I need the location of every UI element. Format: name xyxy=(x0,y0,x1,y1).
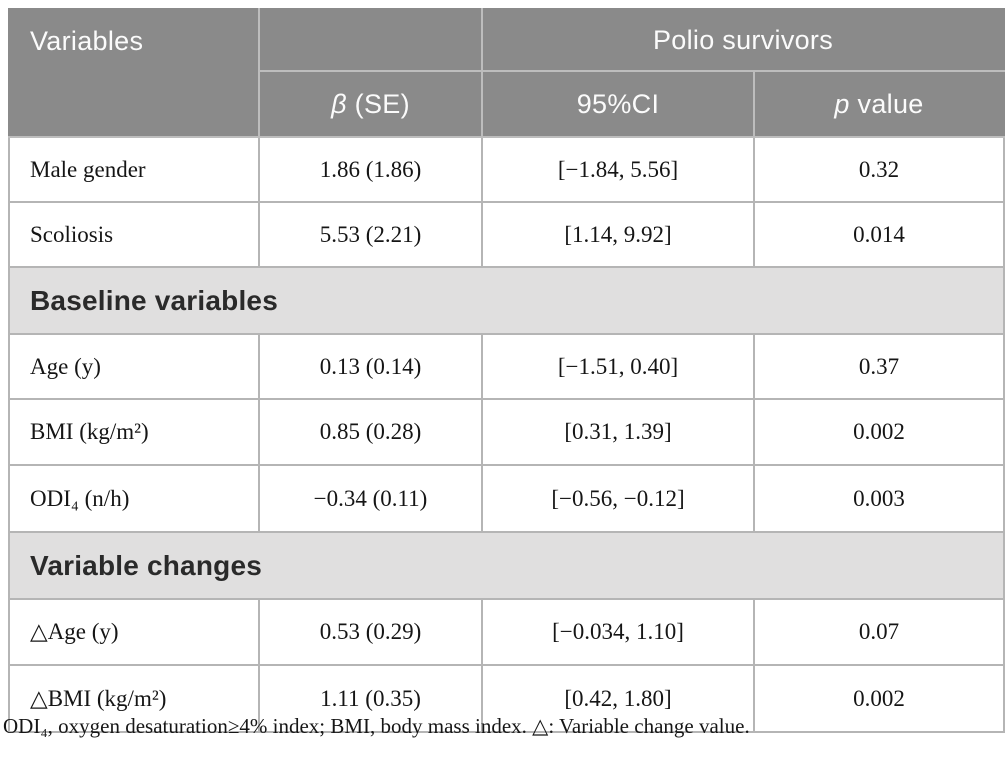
row-label: ODI₄ (n/h) xyxy=(8,464,260,533)
section-row-baseline-variables: Baseline variables xyxy=(8,266,1005,335)
beta-se-value: 0.85 (0.28) xyxy=(258,398,483,466)
beta-se-value: 0.53 (0.29) xyxy=(258,598,483,666)
section-row-variable-changes: Variable changes xyxy=(8,531,1005,600)
p-value: 0.07 xyxy=(753,598,1005,666)
ci-value: [1.14, 9.92] xyxy=(481,201,755,268)
header-row-top: Variables Polio survivors xyxy=(8,8,1005,138)
table-footnote: ODI₄, oxygen desaturation≥4% index; BMI,… xyxy=(3,714,750,738)
col-header-variables: Variables xyxy=(8,8,260,138)
p-value: 0.002 xyxy=(753,664,1005,733)
row-label: Scoliosis xyxy=(8,201,260,268)
section-header: Baseline variables xyxy=(8,266,1005,335)
row-label: △BMI (kg/m²) xyxy=(8,664,260,733)
section-header: Variable changes xyxy=(8,531,1005,600)
beta-se-value: 1.86 (1.86) xyxy=(258,136,483,203)
beta-se-value: 0.13 (0.14) xyxy=(258,333,483,400)
table-row-odi4: ODI₄ (n/h) −0.34 (0.11) [−0.56, −0.12] 0… xyxy=(8,464,1005,533)
table-row-male-gender: Male gender 1.86 (1.86) [−1.84, 5.56] 0.… xyxy=(8,136,1005,203)
p-value: 0.37 xyxy=(753,333,1005,400)
beta-se-value: 5.53 (2.21) xyxy=(258,201,483,268)
ci-value: [0.42, 1.80] xyxy=(481,664,755,733)
beta-se-value: 1.11 (0.35) xyxy=(258,664,483,733)
row-label: △Age (y) xyxy=(8,598,260,666)
p-value-label: value xyxy=(849,88,924,119)
table-row-age: Age (y) 0.13 (0.14) [−1.51, 0.40] 0.37 xyxy=(8,333,1005,400)
col-header-p-value: p value xyxy=(753,70,1005,138)
p-value: 0.32 xyxy=(753,136,1005,203)
beta-se-value: −0.34 (0.11) xyxy=(258,464,483,533)
row-label: BMI (kg/m²) xyxy=(8,398,260,466)
regression-results-table: Variables Polio survivors β (SE) 95%CI p… xyxy=(8,8,1005,733)
p-value: 0.003 xyxy=(753,464,1005,533)
p-value: 0.014 xyxy=(753,201,1005,268)
table-row-delta-age: △Age (y) 0.53 (0.29) [−0.034, 1.10] 0.07 xyxy=(8,598,1005,666)
table-header: Variables Polio survivors β (SE) 95%CI p… xyxy=(8,8,1005,138)
table-body: Male gender 1.86 (1.86) [−1.84, 5.56] 0.… xyxy=(8,136,1005,733)
ci-value: [−1.84, 5.56] xyxy=(481,136,755,203)
beta-symbol: β xyxy=(331,88,347,119)
col-header-beta-se: β (SE) xyxy=(258,70,483,138)
row-label: Male gender xyxy=(8,136,260,203)
table-row-scoliosis: Scoliosis 5.53 (2.21) [1.14, 9.92] 0.014 xyxy=(8,201,1005,268)
beta-se-label: (SE) xyxy=(346,88,410,119)
col-header-group-polio-survivors: Polio survivors xyxy=(481,8,1005,72)
p-symbol: p xyxy=(834,88,850,119)
ci-value: [−0.56, −0.12] xyxy=(481,464,755,533)
header-row-sub: β (SE) 95%CI p value xyxy=(9,70,1005,138)
ci-value: [−0.034, 1.10] xyxy=(481,598,755,666)
row-label: Age (y) xyxy=(8,333,260,400)
col-header-empty xyxy=(258,8,483,72)
table-row-bmi: BMI (kg/m²) 0.85 (0.28) [0.31, 1.39] 0.0… xyxy=(8,398,1005,466)
col-header-95ci: 95%CI xyxy=(481,70,755,138)
ci-value: [0.31, 1.39] xyxy=(481,398,755,466)
p-value: 0.002 xyxy=(753,398,1005,466)
table-row-delta-bmi: △BMI (kg/m²) 1.11 (0.35) [0.42, 1.80] 0.… xyxy=(8,664,1005,733)
ci-value: [−1.51, 0.40] xyxy=(481,333,755,400)
